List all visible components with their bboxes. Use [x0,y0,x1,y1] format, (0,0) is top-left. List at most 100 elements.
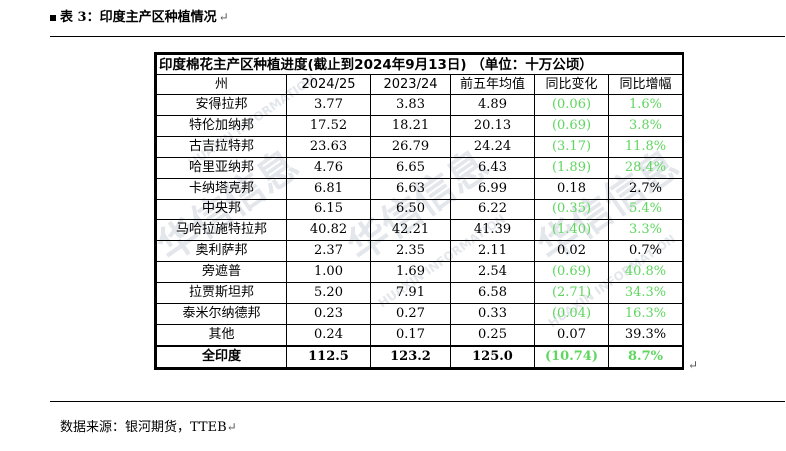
yoy-change-cell: (3.17) [534,135,609,158]
yoy-change-cell: (1.40) [534,219,609,242]
state-cell: 拉贾斯坦邦 [156,282,287,305]
five-year-avg-cell: 4.89 [450,94,535,116]
table-row: 拉贾斯坦邦 5.20 7.91 6.58 (2.71) 34.3% [156,282,682,305]
value-2023-24-cell: 42.21 [370,219,451,242]
value-2024-25-cell: 6.81 [286,177,371,200]
value-2024-25-cell: 2.37 [286,240,371,263]
value-2023-24-cell: 6.63 [370,177,451,200]
source-label: 数据来源：银河期货，TTEB [60,420,227,435]
total-five-year-avg-cell: 125.0 [450,344,535,368]
table-title: 印度棉花主产区种植进度(截止到2024年9月13日) （单位：十万公顷） [156,54,682,75]
state-cell: 卡纳塔克邦 [156,177,287,200]
yoy-pct-cell: 40.8% [607,261,682,284]
value-2023-24-cell: 2.35 [370,240,451,263]
state-cell: 安得拉邦 [156,94,287,116]
total-yoy-pct-cell: 8.7% [607,344,682,368]
value-2023-24-cell: 0.27 [370,303,451,325]
yoy-change-cell: 0.07 [534,323,609,347]
table-row: 旁遮普 1.00 1.69 2.54 (0.69) 40.8% [156,261,682,284]
table-row: 泰米尔纳德邦 0.23 0.27 0.33 (0.04) 16.3% [156,303,682,325]
state-cell: 奥利萨邦 [156,240,287,263]
yoy-pct-cell: 11.8% [607,135,682,158]
yoy-change-cell: (2.71) [534,282,609,305]
value-2024-25-cell: 4.76 [286,156,371,179]
value-2024-25-cell: 40.82 [286,219,371,242]
value-2024-25-cell: 6.15 [286,198,371,221]
five-year-avg-cell: 20.13 [450,114,535,137]
state-cell: 哈里亚纳邦 [156,156,287,179]
state-cell: 其他 [156,323,287,347]
value-2023-24-cell: 3.83 [370,94,451,116]
header-yoy-change: 同比变化 [534,74,609,95]
table-header-row: 州 2024/25 2023/24 前五年均值 同比变化 同比增幅 [156,74,682,95]
table-row: 奥利萨邦 2.37 2.35 2.11 0.02 0.7% [156,240,682,263]
total-state-cell: 全印度 [156,344,287,368]
value-2023-24-cell: 0.17 [370,323,451,347]
source-note: 数据来源：银河期货，TTEB↵ [60,416,237,435]
yoy-pct-cell: 2.7% [607,177,682,200]
state-cell: 中央邦 [156,198,287,221]
yoy-change-cell: (0.04) [534,303,609,325]
five-year-avg-cell: 2.11 [450,240,535,263]
five-year-avg-cell: 6.99 [450,177,535,200]
return-mark-icon: ↵ [218,10,229,24]
yoy-pct-cell: 0.7% [607,240,682,263]
yoy-change-cell: 0.02 [534,240,609,263]
value-2023-24-cell: 18.21 [370,114,451,137]
five-year-avg-cell: 24.24 [450,135,535,158]
yoy-pct-cell: 16.3% [607,303,682,325]
value-2024-25-cell: 1.00 [286,261,371,284]
value-2023-24-cell: 1.69 [370,261,451,284]
state-cell: 旁遮普 [156,261,287,284]
five-year-avg-cell: 2.54 [450,261,535,284]
five-year-avg-cell: 0.33 [450,303,535,325]
value-2024-25-cell: 5.20 [286,282,371,305]
five-year-avg-cell: 6.22 [450,198,535,221]
return-mark-icon: ↵ [226,420,237,434]
value-2023-24-cell: 6.65 [370,156,451,179]
bottom-rule [50,401,785,402]
table-row: 安得拉邦 3.77 3.83 4.89 (0.06) 1.6% [156,94,682,116]
state-cell: 特伦加纳邦 [156,114,287,137]
total-value-2024-25-cell: 112.5 [286,344,371,368]
header-yoy-pct: 同比增幅 [607,74,682,95]
table-row: 中央邦 6.15 6.50 6.22 (0.35) 5.4% [156,198,682,221]
yoy-pct-cell: 5.4% [607,198,682,221]
value-2024-25-cell: 17.52 [286,114,371,137]
yoy-pct-cell: 3.8% [607,114,682,137]
yoy-change-cell: (0.69) [534,114,609,137]
five-year-avg-cell: 6.58 [450,282,535,305]
value-2023-24-cell: 7.91 [370,282,451,305]
total-value-2023-24-cell: 123.2 [370,344,451,368]
table-row: 哈里亚纳邦 4.76 6.65 6.43 (1.89) 28.4% [156,156,682,179]
total-row: 全印度 112.5 123.2 125.0 (10.74) 8.7% [156,344,682,368]
yoy-pct-cell: 34.3% [607,282,682,305]
five-year-avg-cell: 6.43 [450,156,535,179]
value-2023-24-cell: 26.79 [370,135,451,158]
table-row: 古吉拉特邦 23.63 26.79 24.24 (3.17) 11.8% [156,135,682,158]
yoy-pct-cell: 39.3% [607,323,682,347]
table-return-mark-icon: ↵ [688,358,699,372]
state-cell: 泰米尔纳德邦 [156,303,287,325]
header-2024-25: 2024/25 [286,74,371,95]
header-five-year-avg: 前五年均值 [450,74,535,95]
yoy-change-cell: (0.35) [534,198,609,221]
yoy-change-cell: (0.69) [534,261,609,284]
table-caption: 表 3：印度主产区种植情况 ↵ [50,6,229,25]
value-2024-25-cell: 0.24 [286,323,371,347]
five-year-avg-cell: 41.39 [450,219,535,242]
state-cell: 马哈拉施特拉邦 [156,219,287,242]
header-2023-24: 2023/24 [370,74,451,95]
bullet-square-icon [50,14,56,21]
top-rule [50,36,785,37]
table-title-row: 印度棉花主产区种植进度(截止到2024年9月13日) （单位：十万公顷） [156,54,682,75]
table-row: 马哈拉施特拉邦 40.82 42.21 41.39 (1.40) 3.3% [156,219,682,242]
value-2023-24-cell: 6.50 [370,198,451,221]
yoy-change-cell: (0.06) [534,94,609,116]
five-year-avg-cell: 0.25 [450,323,535,347]
value-2024-25-cell: 3.77 [286,94,371,116]
table-row: 卡纳塔克邦 6.81 6.63 6.99 0.18 2.7% [156,177,682,200]
planting-table: 华信信息 华信信息 华信信息 HUAXIN INFORMATION HUAXIN… [154,52,684,370]
state-cell: 古吉拉特邦 [156,135,287,158]
yoy-change-cell: 0.18 [534,177,609,200]
